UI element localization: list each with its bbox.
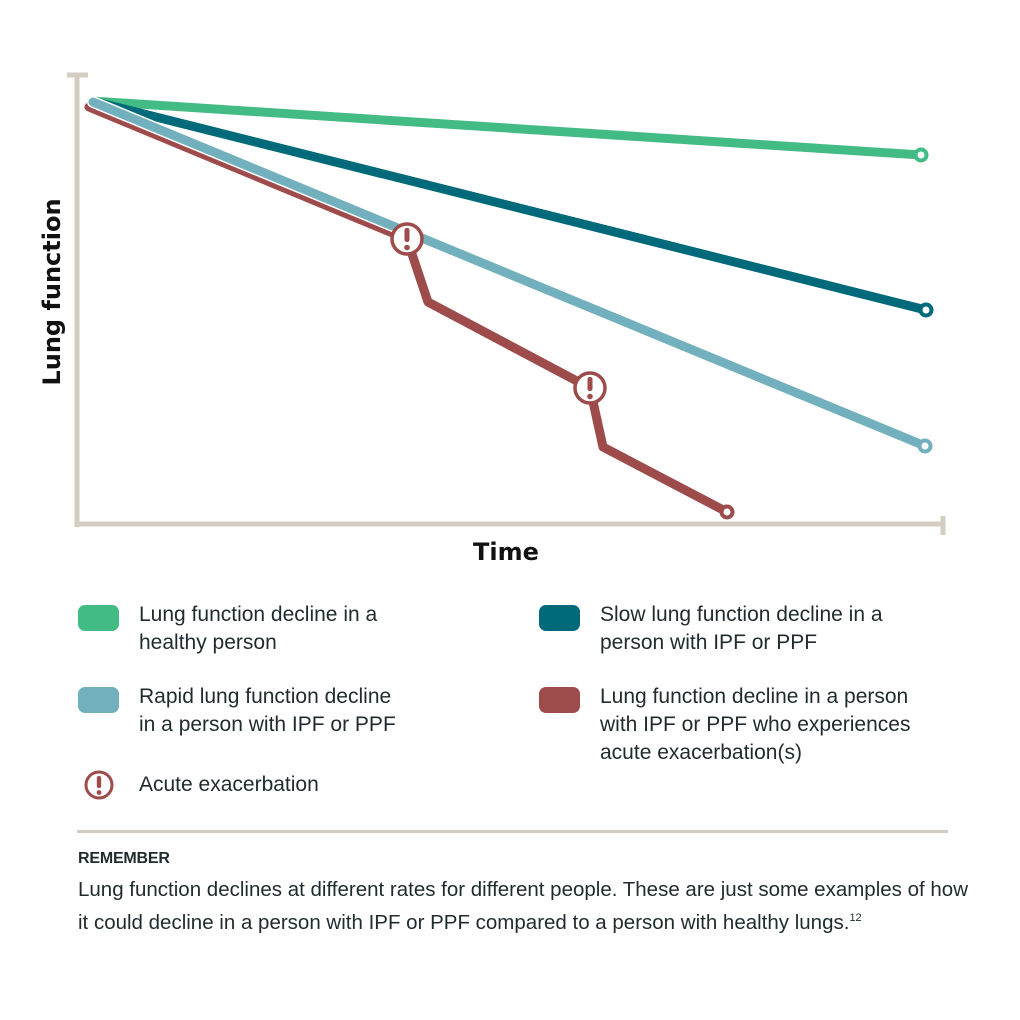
endpoint-marker bbox=[719, 504, 735, 520]
exacerbation-marker-2 bbox=[573, 371, 607, 405]
reference-superscript: 12 bbox=[849, 912, 862, 924]
legend-swatch-healthy bbox=[78, 605, 119, 631]
series-healthy bbox=[87, 96, 929, 163]
remember-text: Lung function declines at different rate… bbox=[78, 878, 969, 934]
legend-swatch-rapid bbox=[78, 687, 119, 713]
remember-heading: REMEMBER bbox=[78, 850, 170, 867]
legend-item-healthy: Lung function decline in a healthy perso… bbox=[78, 601, 377, 657]
x-axis-label: Time bbox=[473, 538, 539, 566]
legend-item-exacerbation: Lung function decline in a person with I… bbox=[539, 683, 910, 767]
legend-label: Rapid lung function decline in a person … bbox=[139, 685, 396, 736]
divider bbox=[77, 830, 948, 833]
endpoint-marker bbox=[917, 438, 933, 454]
legend-label: Lung function decline in a person with I… bbox=[600, 685, 911, 764]
legend-swatch-slow bbox=[539, 605, 580, 631]
exacerbation-marker-1 bbox=[390, 222, 424, 256]
legend-label: Acute exacerbation bbox=[139, 773, 319, 796]
axes bbox=[67, 72, 946, 535]
y-axis-label: Lung function bbox=[38, 198, 66, 386]
series-slow bbox=[87, 96, 934, 318]
legend-item-rapid: Rapid lung function decline in a person … bbox=[78, 683, 396, 739]
endpoint-marker bbox=[918, 302, 934, 318]
legend-swatch-exacerbation bbox=[539, 687, 580, 713]
endpoint-marker bbox=[913, 147, 929, 163]
legend-label: Lung function decline in a healthy perso… bbox=[139, 603, 378, 654]
legend-label: Slow lung function decline in a person w… bbox=[600, 603, 883, 654]
exclamation-circle-icon bbox=[84, 770, 114, 800]
series-exacerbation bbox=[84, 102, 735, 520]
legend-item-acute-exacerbation: Acute exacerbation bbox=[78, 770, 319, 800]
series-rapid bbox=[87, 96, 933, 454]
legend-item-slow: Slow lung function decline in a person w… bbox=[539, 601, 883, 657]
remember-body: Lung function declines at different rate… bbox=[78, 876, 968, 937]
